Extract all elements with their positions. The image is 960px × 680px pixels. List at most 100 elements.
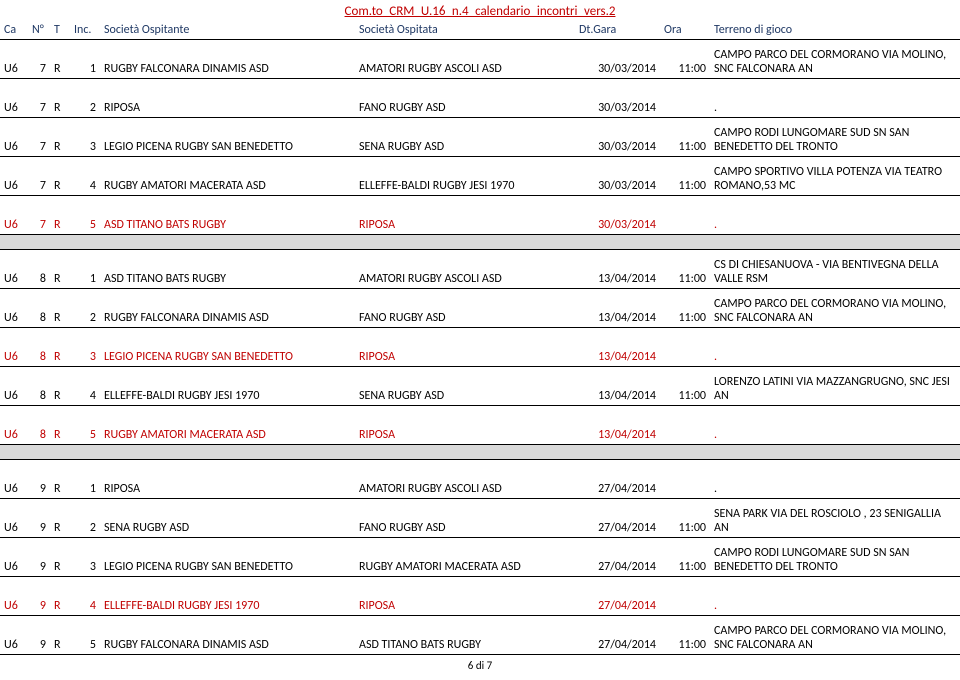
cell-t: R (50, 328, 70, 367)
table-row: U67R2RIPOSAFANO RUGBY ASD30/03/2014. (0, 79, 960, 118)
cell-ora (660, 577, 710, 616)
cell-terreno: CAMPO RODI LUNGOMARE SUD SN SAN BENEDETT… (710, 118, 960, 157)
cell-ospitata: ELLEFFE-BALDI RUGBY JESI 1970 (355, 157, 575, 196)
cell-n: 8 (28, 250, 50, 289)
cell-dt: 27/04/2014 (575, 538, 660, 577)
cell-terreno: CAMPO PARCO DEL CORMORANO VIA MOLINO, SN… (710, 616, 960, 655)
cell-inc: 3 (70, 328, 100, 367)
cell-t: R (50, 460, 70, 499)
cell-ora: 11:00 (660, 616, 710, 655)
cell-dt: 13/04/2014 (575, 289, 660, 328)
cell-n: 9 (28, 538, 50, 577)
table-row: U69R4ELLEFFE-BALDI RUGBY JESI 1970RIPOSA… (0, 577, 960, 616)
cell-t: R (50, 577, 70, 616)
cell-ospitata: AMATORI RUGBY ASCOLI ASD (355, 40, 575, 79)
cell-n: 7 (28, 196, 50, 235)
cell-inc: 3 (70, 118, 100, 157)
cell-ca: U6 (0, 577, 28, 616)
cell-ora (660, 460, 710, 499)
cell-n: 9 (28, 616, 50, 655)
spacer-cell (0, 235, 960, 250)
cell-dt: 13/04/2014 (575, 406, 660, 445)
col-inc: Inc. (70, 21, 100, 40)
cell-dt: 30/03/2014 (575, 40, 660, 79)
cell-terreno: . (710, 196, 960, 235)
table-row: U69R1RIPOSAAMATORI RUGBY ASCOLI ASD27/04… (0, 460, 960, 499)
cell-n: 7 (28, 40, 50, 79)
cell-ospitante: RUGBY FALCONARA DINAMIS ASD (100, 289, 355, 328)
cell-ora: 11:00 (660, 499, 710, 538)
cell-dt: 30/03/2014 (575, 79, 660, 118)
cell-ospitante: ELLEFFE-BALDI RUGBY JESI 1970 (100, 367, 355, 406)
cell-t: R (50, 40, 70, 79)
cell-ospitante: RIPOSA (100, 79, 355, 118)
cell-t: R (50, 118, 70, 157)
cell-ca: U6 (0, 196, 28, 235)
cell-ospitante: LEGIO PICENA RUGBY SAN BENEDETTO (100, 328, 355, 367)
cell-ospitante: RUGBY AMATORI MACERATA ASD (100, 406, 355, 445)
cell-n: 8 (28, 328, 50, 367)
cell-n: 9 (28, 460, 50, 499)
col-ca: Ca (0, 21, 28, 40)
cell-n: 7 (28, 79, 50, 118)
page-footer: 6 di 7 (0, 655, 960, 672)
cell-terreno: . (710, 79, 960, 118)
table-row: U68R2RUGBY FALCONARA DINAMIS ASDFANO RUG… (0, 289, 960, 328)
cell-ca: U6 (0, 40, 28, 79)
cell-ca: U6 (0, 118, 28, 157)
cell-terreno: LORENZO LATINI VIA MAZZANGRUGNO, SNC JES… (710, 367, 960, 406)
cell-t: R (50, 406, 70, 445)
cell-t: R (50, 157, 70, 196)
cell-ca: U6 (0, 250, 28, 289)
table-row: U68R3LEGIO PICENA RUGBY SAN BENEDETTORIP… (0, 328, 960, 367)
cell-inc: 4 (70, 157, 100, 196)
cell-ospitante: LEGIO PICENA RUGBY SAN BENEDETTO (100, 118, 355, 157)
cell-terreno: CAMPO PARCO DEL CORMORANO VIA MOLINO, SN… (710, 289, 960, 328)
cell-ca: U6 (0, 79, 28, 118)
cell-ospitata: AMATORI RUGBY ASCOLI ASD (355, 460, 575, 499)
table-row (0, 235, 960, 250)
cell-t: R (50, 538, 70, 577)
cell-ora (660, 196, 710, 235)
col-terreno: Terreno di gioco (710, 21, 960, 40)
cell-ora (660, 79, 710, 118)
cell-t: R (50, 250, 70, 289)
cell-t: R (50, 499, 70, 538)
cell-ora: 11:00 (660, 538, 710, 577)
cell-inc: 1 (70, 460, 100, 499)
table-row: U67R5ASD TITANO BATS RUGBYRIPOSA30/03/20… (0, 196, 960, 235)
cell-ospitata: AMATORI RUGBY ASCOLI ASD (355, 250, 575, 289)
table-row: U69R3LEGIO PICENA RUGBY SAN BENEDETTORUG… (0, 538, 960, 577)
cell-dt: 13/04/2014 (575, 328, 660, 367)
cell-ospitante: ASD TITANO BATS RUGBY (100, 250, 355, 289)
cell-ora: 11:00 (660, 40, 710, 79)
table-row: U68R1ASD TITANO BATS RUGBYAMATORI RUGBY … (0, 250, 960, 289)
cell-dt: 27/04/2014 (575, 460, 660, 499)
table-row: U68R4ELLEFFE-BALDI RUGBY JESI 1970SENA R… (0, 367, 960, 406)
cell-inc: 1 (70, 250, 100, 289)
cell-terreno: CAMPO SPORTIVO VILLA POTENZA VIA TEATRO … (710, 157, 960, 196)
cell-dt: 30/03/2014 (575, 118, 660, 157)
cell-ospitante: RIPOSA (100, 460, 355, 499)
cell-ca: U6 (0, 406, 28, 445)
cell-ospitata: FANO RUGBY ASD (355, 79, 575, 118)
table-row (0, 445, 960, 460)
cell-ospitata: RIPOSA (355, 328, 575, 367)
cell-terreno: SENA PARK VIA DEL ROSCIOLO , 23 SENIGALL… (710, 499, 960, 538)
cell-ora: 11:00 (660, 289, 710, 328)
cell-ospitante: LEGIO PICENA RUGBY SAN BENEDETTO (100, 538, 355, 577)
cell-t: R (50, 289, 70, 328)
cell-dt: 27/04/2014 (575, 616, 660, 655)
cell-dt: 13/04/2014 (575, 367, 660, 406)
cell-dt: 27/04/2014 (575, 499, 660, 538)
cell-n: 8 (28, 406, 50, 445)
cell-inc: 2 (70, 289, 100, 328)
cell-n: 8 (28, 367, 50, 406)
cell-ospitata: FANO RUGBY ASD (355, 499, 575, 538)
header-row: Ca N° T Inc. Società Ospitante Società O… (0, 21, 960, 40)
doc-title: Com.to_CRM_U.16_n.4_calendario_incontri_… (0, 0, 960, 21)
cell-ospitata: SENA RUGBY ASD (355, 118, 575, 157)
col-ora: Ora (660, 21, 710, 40)
cell-ora: 11:00 (660, 367, 710, 406)
cell-t: R (50, 616, 70, 655)
